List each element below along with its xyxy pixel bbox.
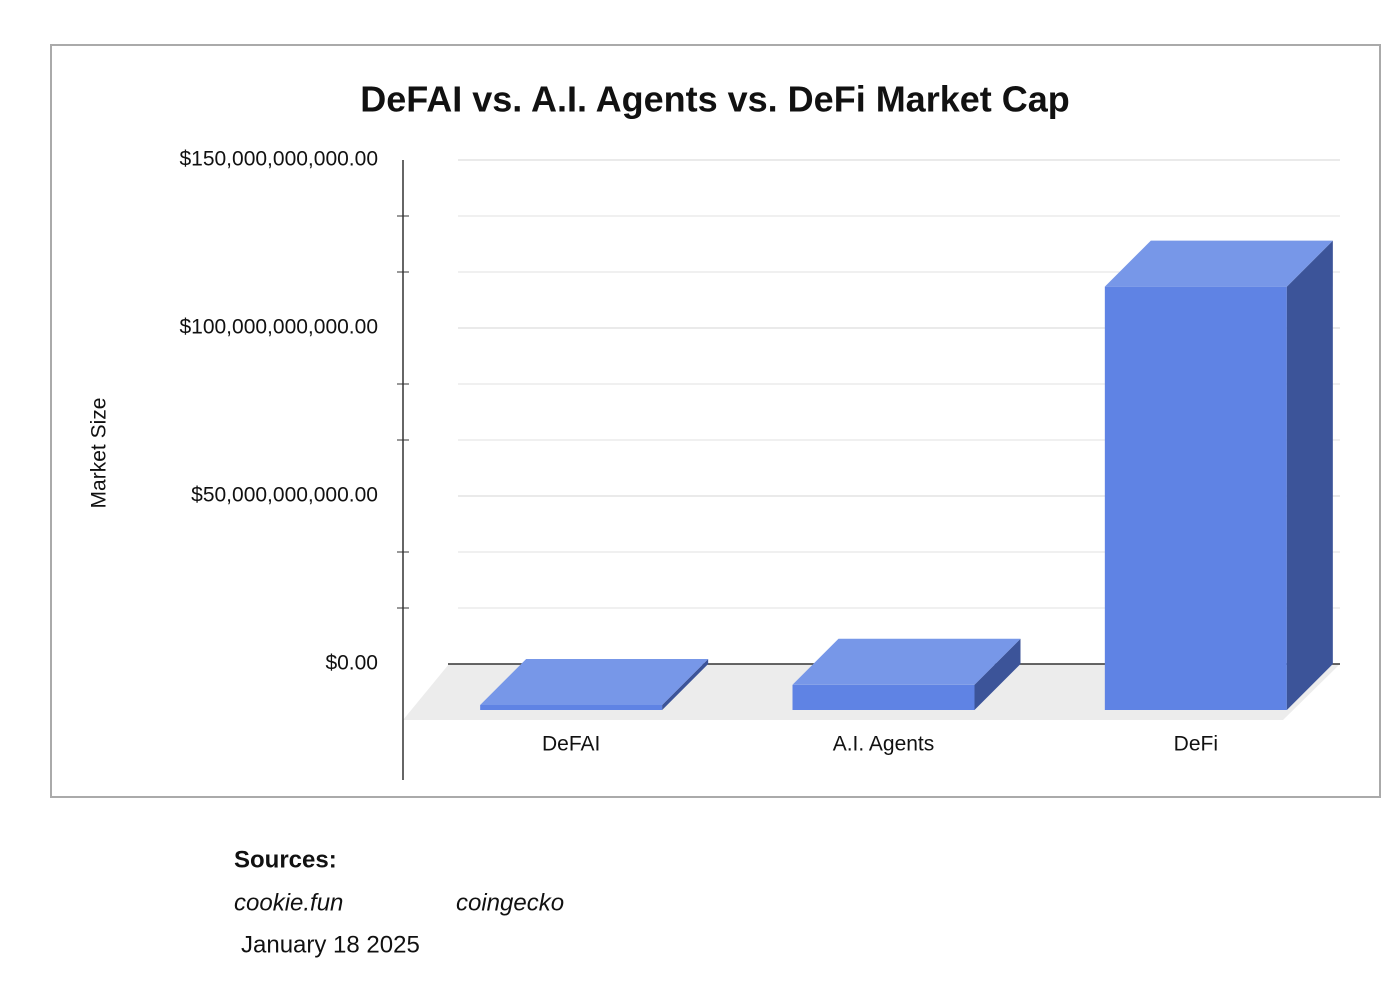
source-item: coingecko <box>456 889 564 916</box>
source-item: cookie.fun <box>234 889 343 916</box>
x-tick-label: DeFAI <box>542 733 600 756</box>
bar-front <box>480 704 663 710</box>
bar-side <box>662 658 709 710</box>
bar-front <box>792 684 975 710</box>
x-tick-label: DeFi <box>1174 733 1218 756</box>
bar-top <box>792 638 1021 685</box>
y-tick-label: $100,000,000,000.00 <box>179 316 378 339</box>
bar-side <box>974 638 1021 710</box>
bar-top <box>1104 240 1333 287</box>
date: January 18 2025 <box>241 931 420 958</box>
chart-title: DeFAI vs. A.I. Agents vs. DeFi Market Ca… <box>360 79 1070 120</box>
y-axis-label: Market Size <box>88 398 111 509</box>
bar-top <box>480 658 709 705</box>
bar-front <box>1104 286 1287 710</box>
x-tick-label: A.I. Agents <box>833 733 935 756</box>
y-tick-label: $50,000,000,000.00 <box>191 484 378 507</box>
sources-heading: Sources: <box>234 846 337 873</box>
y-tick-label: $0.00 <box>325 652 378 675</box>
y-tick-label: $150,000,000,000.00 <box>179 148 378 171</box>
bar-side <box>1286 240 1333 710</box>
